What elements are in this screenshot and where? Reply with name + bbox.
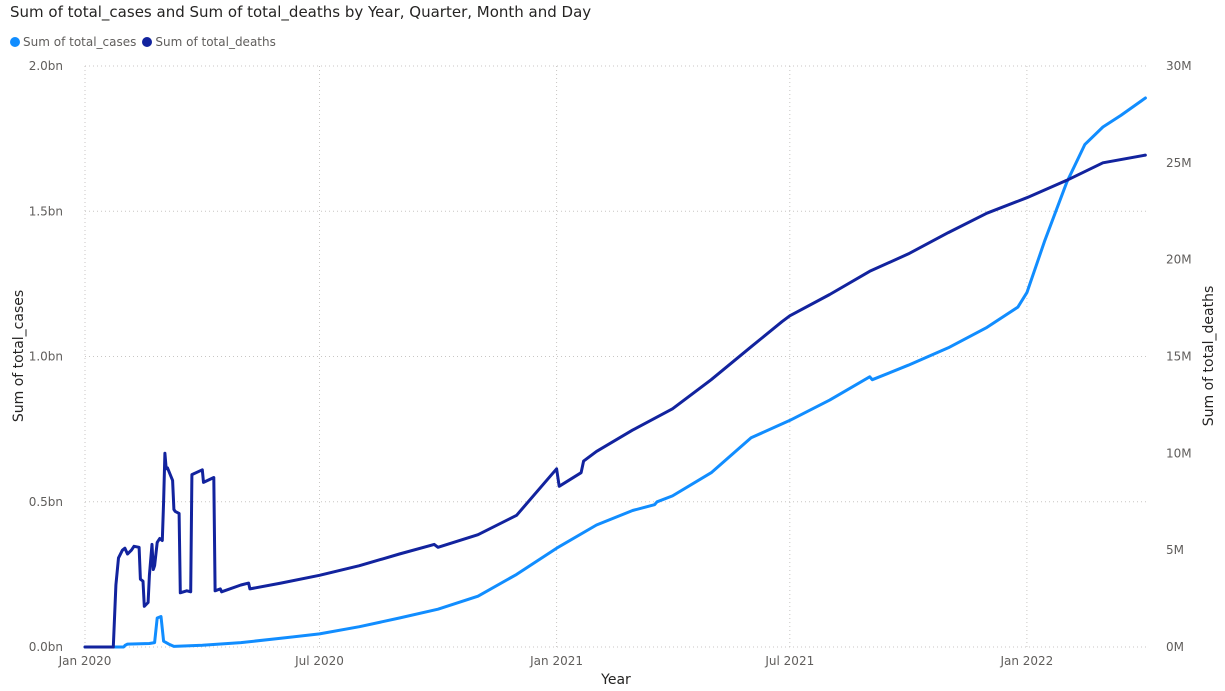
- y-tick-label-0: 0.0bn: [29, 640, 63, 654]
- y2-tick-label-0: 0M: [1166, 640, 1184, 654]
- x-axis-title: Year: [600, 672, 631, 688]
- y2-tick-label-3: 15M: [1166, 350, 1192, 364]
- y-tick-label-4: 2.0bn: [29, 59, 63, 73]
- y2-tick-label-2: 10M: [1166, 446, 1192, 460]
- y-axis-title: Sum of total_cases: [11, 290, 27, 422]
- y2-tick-label-4: 20M: [1166, 253, 1192, 267]
- legend: Sum of total_cases Sum of total_deaths: [10, 35, 276, 49]
- legend-label-total-cases: Sum of total_cases: [23, 35, 137, 49]
- y-tick-label-2: 1.0bn: [29, 350, 63, 364]
- legend-item-total-cases[interactable]: Sum of total_cases: [10, 35, 136, 49]
- chart-title: Sum of total_cases and Sum of total_deat…: [10, 3, 592, 21]
- x-tick-label-1: Jul 2020: [294, 654, 344, 668]
- legend-label-total-deaths: Sum of total_deaths: [155, 35, 276, 49]
- y2-axis-title: Sum of total_deaths: [1201, 286, 1217, 427]
- legend-item-total-deaths[interactable]: Sum of total_deaths: [142, 35, 276, 49]
- y-tick-label-3: 1.5bn: [29, 204, 63, 218]
- series-line-total-cases[interactable]: [83, 96, 1147, 649]
- y2-tick-label-6: 30M: [1166, 59, 1192, 73]
- x-tick-label-3: Jul 2021: [764, 654, 814, 668]
- x-tick-label-0: Jan 2020: [58, 654, 112, 668]
- y-tick-label-1: 0.5bn: [29, 495, 63, 509]
- x-tick-label-4: Jan 2022: [999, 654, 1053, 668]
- legend-marker-total-cases: [10, 37, 20, 47]
- y2-tick-label-1: 5M: [1166, 543, 1184, 557]
- legend-marker-total-deaths: [142, 37, 153, 47]
- series-line-total-deaths[interactable]: [83, 153, 1147, 649]
- x-tick-label-2: Jan 2021: [529, 654, 583, 668]
- y2-tick-label-5: 25M: [1166, 156, 1192, 170]
